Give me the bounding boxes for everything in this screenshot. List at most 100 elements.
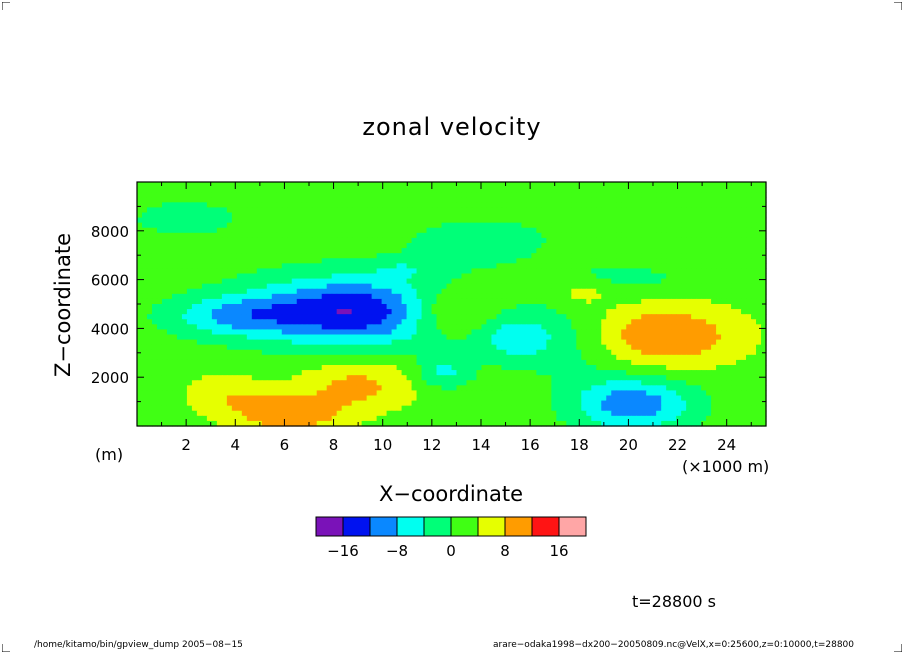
contour-cell — [491, 365, 498, 371]
contour-cell — [421, 248, 428, 254]
contour-cell — [221, 370, 228, 376]
contour-cell — [451, 375, 458, 381]
contour-cell — [211, 304, 218, 310]
contour-cell — [491, 304, 498, 310]
contour-cell — [406, 197, 413, 203]
contour-cell — [721, 314, 727, 320]
contour-cell — [311, 237, 318, 244]
contour-cell — [376, 278, 383, 285]
contour-cell — [701, 192, 707, 198]
contour-cell — [231, 258, 238, 264]
contour-cell — [311, 354, 318, 361]
contour-cell — [137, 243, 143, 249]
contour-cell — [446, 258, 453, 264]
contour-cell — [476, 375, 483, 381]
contour-cell — [291, 217, 298, 224]
contour-cell — [556, 283, 562, 290]
contour-cell — [606, 304, 612, 310]
contour-cell — [181, 217, 188, 224]
contour-cell — [661, 354, 667, 361]
contour-cell — [191, 319, 198, 325]
contour-cell — [561, 334, 567, 341]
contour-cell — [276, 227, 283, 234]
contour-cell — [581, 207, 587, 214]
contour-cell — [306, 293, 313, 300]
contour-cell — [256, 273, 263, 280]
contour-cell — [436, 365, 443, 371]
contour-cell — [196, 314, 203, 320]
contour-cell — [226, 278, 233, 285]
contour-cell — [241, 365, 248, 371]
contour-cell — [436, 319, 443, 325]
contour-cell — [221, 227, 228, 234]
contour-cell — [476, 370, 483, 376]
contour-cell — [276, 288, 283, 295]
contour-cell — [611, 263, 617, 270]
contour-cell — [471, 248, 478, 254]
contour-cell — [306, 222, 313, 229]
contour-cell — [736, 324, 742, 331]
contour-cell — [576, 344, 582, 351]
contour-cell — [661, 187, 667, 193]
contour-cell — [331, 309, 338, 315]
contour-cell — [641, 258, 647, 264]
contour-cell — [256, 370, 263, 376]
contour-cell — [446, 283, 453, 290]
contour-cell — [416, 248, 423, 254]
contour-cell — [551, 329, 557, 336]
contour-cell — [576, 324, 582, 331]
contour-cell — [137, 334, 143, 341]
contour-cell — [141, 380, 148, 386]
contour-cell — [561, 329, 567, 336]
contour-cell — [451, 192, 458, 198]
contour-cell — [386, 380, 393, 386]
contour-cell — [481, 207, 488, 214]
contour-cell — [316, 212, 323, 219]
contour-cell — [711, 187, 717, 193]
contour-cell — [276, 207, 283, 214]
contour-cell — [696, 217, 702, 224]
contour-cell — [481, 380, 488, 386]
contour-cell — [326, 354, 333, 361]
contour-cell — [346, 268, 353, 275]
contour-cell — [231, 354, 238, 361]
contour-cell — [311, 344, 318, 351]
contour-cell — [386, 217, 393, 224]
contour-cell — [446, 182, 453, 188]
contour-cell — [321, 263, 328, 270]
contour-cell — [266, 288, 273, 295]
contour-cell — [616, 319, 622, 325]
contour-cell — [381, 349, 388, 356]
contour-cell — [161, 232, 168, 239]
contour-cell — [596, 253, 602, 259]
contour-cell — [731, 212, 737, 219]
contour-cell — [301, 197, 308, 203]
contour-cell — [566, 217, 572, 224]
contour-cell — [676, 354, 682, 361]
contour-cell — [606, 334, 612, 341]
contour-cell — [336, 227, 343, 234]
contour-cell — [351, 319, 358, 325]
contour-cell — [296, 212, 303, 219]
contour-cell — [476, 334, 483, 341]
contour-cell — [221, 273, 228, 280]
contour-cell — [516, 349, 522, 356]
contour-cell — [411, 298, 418, 305]
contour-cell — [626, 329, 632, 336]
contour-cell — [256, 334, 263, 341]
contour-cell — [196, 182, 203, 188]
contour-cell — [661, 268, 667, 275]
contour-cell — [146, 304, 153, 310]
contour-cell — [401, 334, 408, 341]
contour-cell — [706, 344, 712, 351]
contour-cell — [696, 227, 702, 234]
contour-cell — [706, 273, 712, 280]
contour-cell — [261, 304, 268, 310]
contour-cell — [441, 314, 448, 320]
contour-cell — [471, 344, 478, 351]
contour-cell — [411, 217, 418, 224]
contour-cell — [196, 359, 203, 366]
contour-cell — [676, 258, 682, 264]
contour-cell — [336, 365, 343, 371]
contour-cell — [541, 359, 547, 366]
